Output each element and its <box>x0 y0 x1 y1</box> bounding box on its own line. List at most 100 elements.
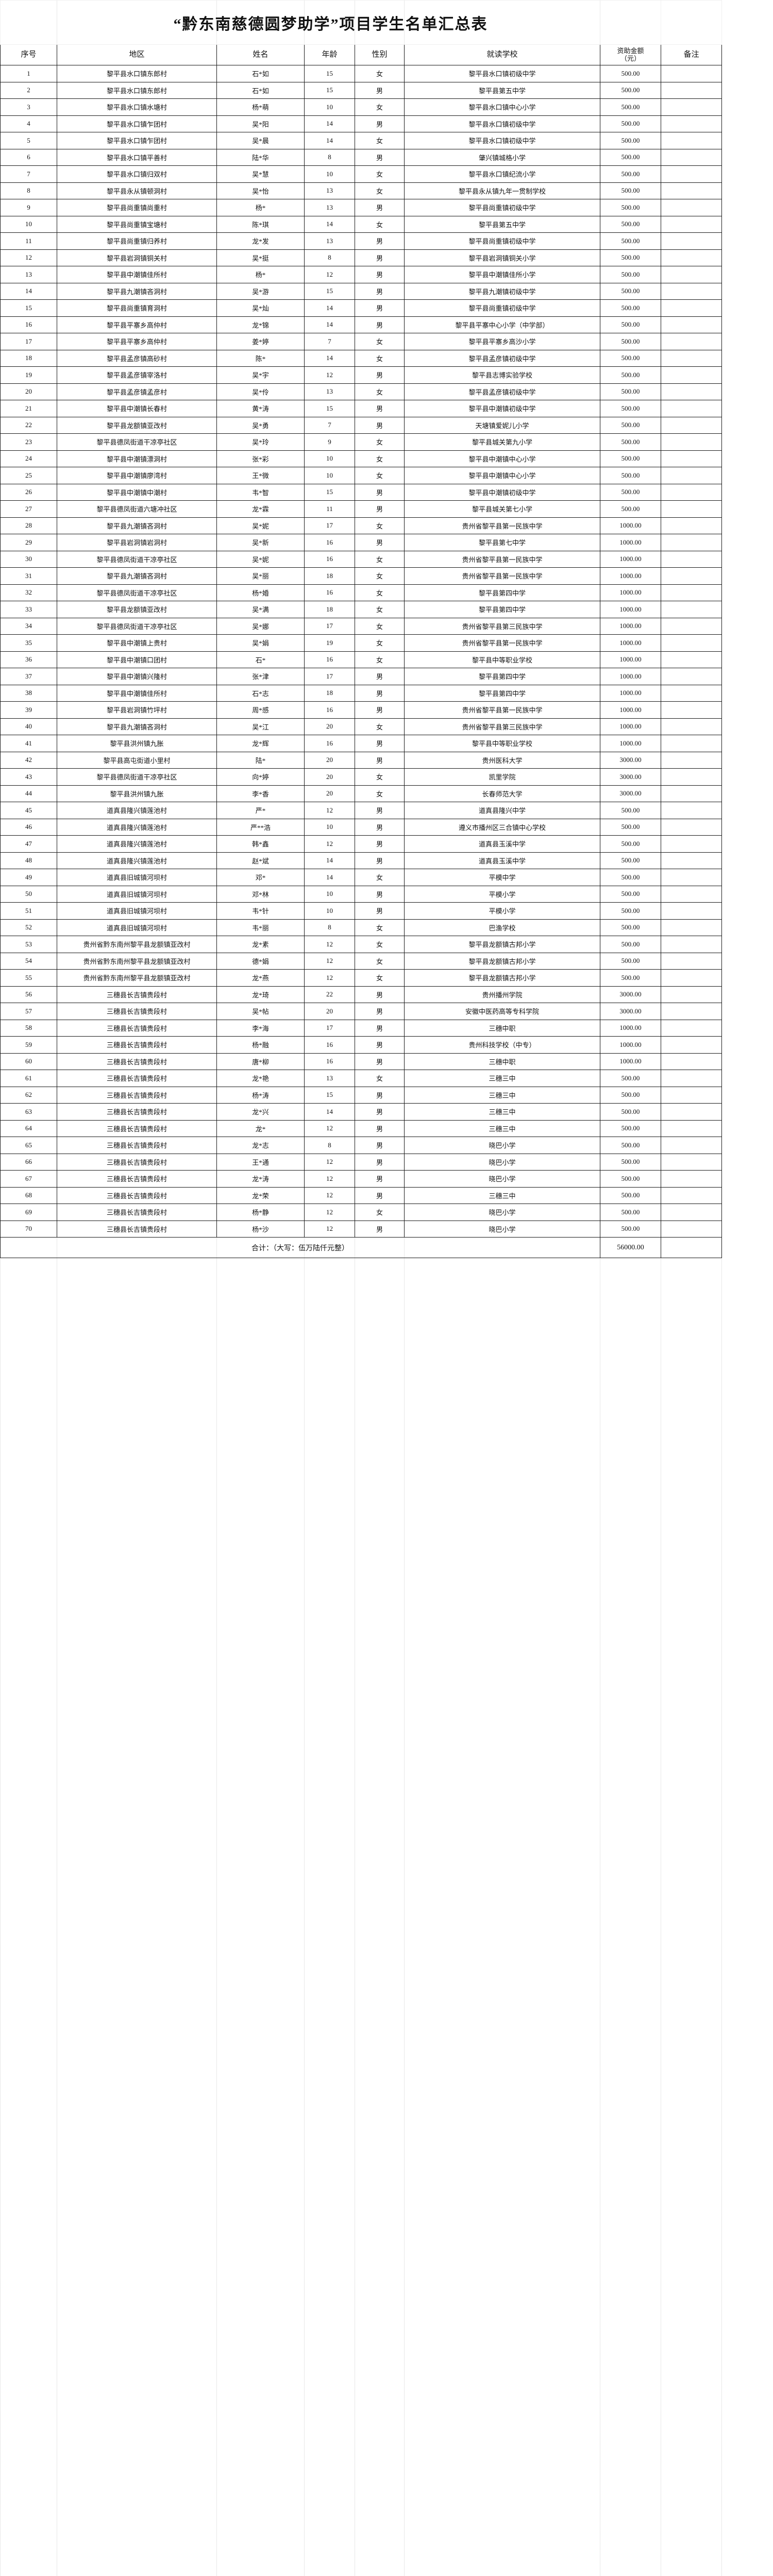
row-name: 王*通 <box>216 1153 305 1171</box>
row-school: 黎平县第四中学 <box>404 668 600 685</box>
table-row: 11 黎平县尚重镇归养村 龙*发 13 男黎平县尚重镇初级中学 500.00 <box>0 232 722 250</box>
row-school: 平模小学 <box>404 902 600 920</box>
row-name: 杨*涛 <box>216 1086 305 1104</box>
row-name: 龙*辉 <box>216 735 305 752</box>
table-row: 14 黎平县九潮镇吝洞村 吴*游 15 男黎平县九潮镇初级中学 500.00 <box>0 282 722 300</box>
row-school: 黎平县城关第九小学 <box>404 433 600 451</box>
row-age: 18 <box>304 684 355 702</box>
row-note <box>661 1003 722 1020</box>
table-row: 22 黎平县龙额镇亚改村 吴*勇 7 男天塘镇爱妮儿小学 500.00 <box>0 416 722 434</box>
row-name: 龙*锦 <box>216 316 305 333</box>
table-row: 10 黎平县尚重镇宝塘村 陈*琪 14 女黎平县第五中学 500.00 <box>0 215 722 233</box>
row-amount: 500.00 <box>599 366 662 384</box>
row-gender: 男 <box>355 1187 405 1204</box>
row-index: 19 <box>0 366 57 384</box>
table-row: 42 黎平县高屯街道小里村 陆* 20 男贵州医科大学 3000.00 <box>0 751 722 769</box>
table-row: 18 黎平县孟彦镇高砂村 陈* 14 女黎平县孟彦镇初级中学 500.00 <box>0 349 722 367</box>
table-row: 60 三穗县长吉镇贵段村 唐*柳 16 男三穗中职 1000.00 <box>0 1053 722 1070</box>
row-region: 三穗县长吉镇贵段村 <box>57 1120 217 1137</box>
row-index: 33 <box>0 601 57 618</box>
row-age: 8 <box>304 249 355 266</box>
row-amount: 500.00 <box>599 132 662 149</box>
row-region: 黎平县孟彦镇高砂村 <box>57 349 217 367</box>
row-region: 道真县旧城镇河坝村 <box>57 902 217 920</box>
row-note <box>661 936 722 953</box>
col-header-region: 地区 <box>57 44 217 65</box>
row-index: 60 <box>0 1053 57 1070</box>
row-note <box>661 98 722 116</box>
row-age: 12 <box>304 1187 355 1204</box>
row-region: 三穗县长吉镇贵段村 <box>57 1187 217 1204</box>
row-note <box>661 232 722 250</box>
row-region: 黎平县水口镇乍团村 <box>57 115 217 132</box>
row-region: 道真县旧城镇河坝村 <box>57 885 217 903</box>
table-row: 37 黎平县中潮镇兴隆村 张*津 17 男黎平县第四中学 1000.00 <box>0 668 722 685</box>
row-amount: 500.00 <box>599 1220 662 1238</box>
row-note <box>661 567 722 585</box>
table-row: 54 贵州省黔东南州黎平县龙额镇亚改村 德*娟 12 女黎平县龙额镇古邦小学 500.00 <box>0 952 722 970</box>
row-amount: 500.00 <box>599 500 662 518</box>
row-gender: 女 <box>355 936 405 953</box>
row-name: 石*如 <box>216 65 305 82</box>
row-age: 12 <box>304 1120 355 1137</box>
row-gender: 男 <box>355 835 405 853</box>
row-school: 黎平县第五中学 <box>404 215 600 233</box>
row-name: 韩*鑫 <box>216 835 305 853</box>
row-school: 贵州省黎平县第一民族中学 <box>404 550 600 568</box>
row-gender: 男 <box>355 1220 405 1238</box>
row-region: 三穗县长吉镇贵段村 <box>57 1103 217 1121</box>
row-index: 2 <box>0 81 57 99</box>
table-row: 30 黎平县德凤街道干凉亭社区 吴*妮 16 女贵州省黎平县第一民族中学 1000.00 <box>0 550 722 568</box>
row-age: 10 <box>304 165 355 183</box>
row-name: 严**浩 <box>216 818 305 836</box>
row-region: 黎平县洪州镇九胀 <box>57 785 217 802</box>
row-region: 道真县旧城镇河坝村 <box>57 919 217 936</box>
row-region: 黎平县中潮镇佳所村 <box>57 684 217 702</box>
row-note <box>661 148 722 166</box>
row-region: 三穗县长吉镇贵段村 <box>57 1204 217 1221</box>
row-gender: 男 <box>355 148 405 166</box>
table-row: 12 黎平县岩洞镇铜关村 吴*挺 8 男黎平县岩洞镇铜关小学 500.00 <box>0 249 722 266</box>
row-name: 韦*智 <box>216 483 305 501</box>
row-region: 黎平县水口镇归双村 <box>57 165 217 183</box>
row-note <box>661 1120 722 1137</box>
row-school: 黎平县永从镇九年一贯制学校 <box>404 182 600 199</box>
row-gender: 女 <box>355 969 405 987</box>
row-school: 三穗中职 <box>404 1053 600 1070</box>
row-amount: 500.00 <box>599 1170 662 1188</box>
row-name: 吴*娜 <box>216 617 305 635</box>
row-amount: 500.00 <box>599 299 662 317</box>
row-amount: 3000.00 <box>599 751 662 769</box>
row-gender: 男 <box>355 986 405 1003</box>
table-row: 43 黎平县德凤街道干凉亭社区 向*婷 20 女凯里学院 3000.00 <box>0 768 722 786</box>
row-school: 晓巴小学 <box>404 1170 600 1188</box>
row-note <box>661 132 722 149</box>
row-age: 14 <box>304 132 355 149</box>
row-amount: 1000.00 <box>599 718 662 735</box>
row-note <box>661 869 722 886</box>
row-note <box>661 684 722 702</box>
row-amount: 1000.00 <box>599 701 662 719</box>
row-region: 黎平县洪州镇九胀 <box>57 735 217 752</box>
row-school: 贵州科技学校（中专） <box>404 1036 600 1054</box>
row-gender: 女 <box>355 349 405 367</box>
row-amount: 500.00 <box>599 869 662 886</box>
row-amount: 500.00 <box>599 98 662 116</box>
row-name: 吴*江 <box>216 718 305 735</box>
row-index: 67 <box>0 1170 57 1188</box>
row-school: 黎平县龙额镇古邦小学 <box>404 969 600 987</box>
row-age: 10 <box>304 467 355 484</box>
row-amount: 500.00 <box>599 1120 662 1137</box>
row-age: 15 <box>304 65 355 82</box>
row-school: 平模中学 <box>404 869 600 886</box>
row-index: 61 <box>0 1070 57 1087</box>
row-gender: 女 <box>355 65 405 82</box>
row-region: 道真县隆兴镇莲池村 <box>57 835 217 853</box>
table-row: 34 黎平县德凤街道干凉亭社区 吴*娜 17 女贵州省黎平县第三民族中学 1000.00 <box>0 617 722 635</box>
row-name: 黄*涛 <box>216 400 305 417</box>
table-row: 16 黎平县平寨乡高仲村 龙*锦 14 男黎平县平寨中心小学（中学部） 500.00 <box>0 316 722 333</box>
row-school: 贵州省黎平县第三民族中学 <box>404 718 600 735</box>
row-region: 黎平县龙额镇亚改村 <box>57 416 217 434</box>
row-amount: 500.00 <box>599 199 662 216</box>
col-header-gender: 性别 <box>355 44 405 65</box>
